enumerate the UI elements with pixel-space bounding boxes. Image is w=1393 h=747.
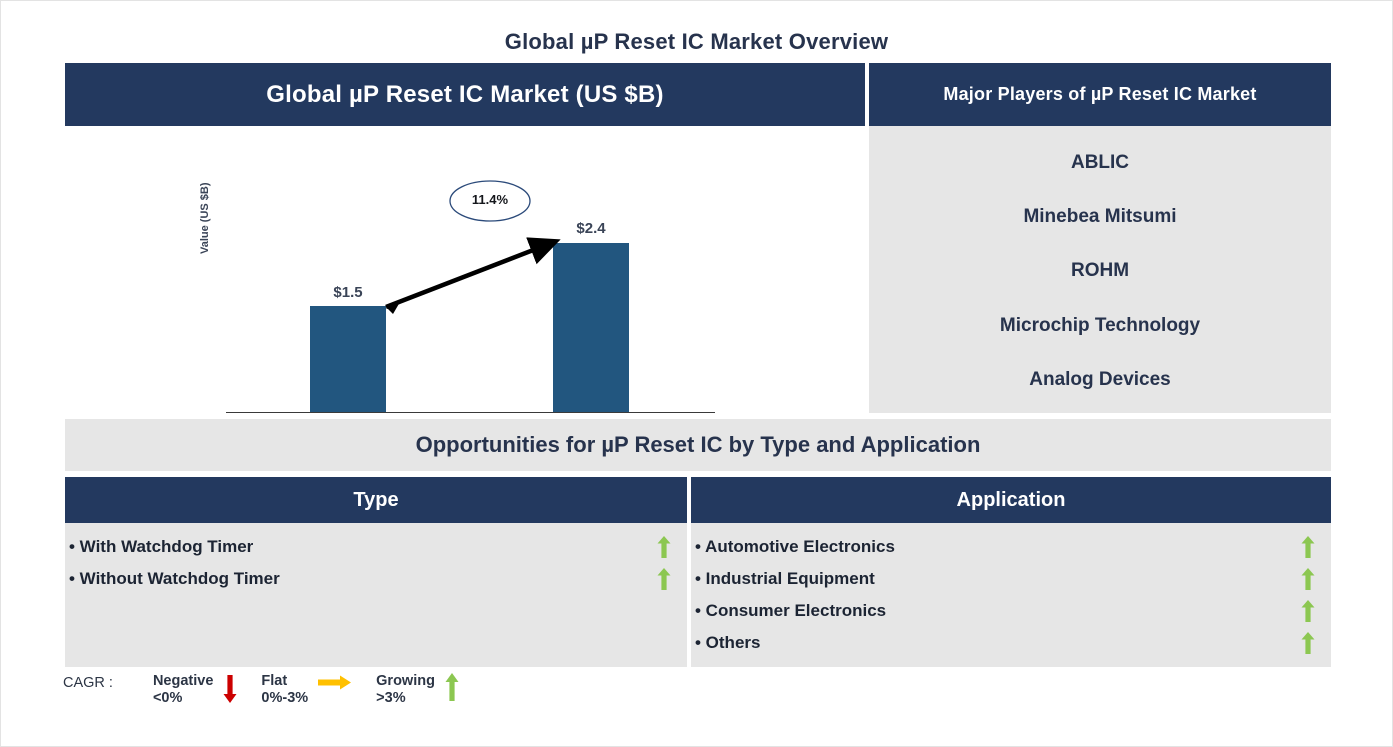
- legend-item-negative: Negative <0%: [153, 673, 247, 707]
- legend-growing-text: Growing >3%: [376, 673, 435, 707]
- list-item: • Automotive Electronics: [691, 531, 1331, 563]
- market-chart-header: Global µP Reset IC Market (US $B): [65, 63, 865, 126]
- application-item-label: • Automotive Electronics: [695, 537, 895, 556]
- bar-chart: Value (US $B) $1.5 $2.4 2026 2035: [65, 126, 865, 434]
- opportunities-section: Type • With Watchdog Timer • Without Wat…: [65, 477, 1331, 667]
- application-column: Application • Automotive Electronics • I…: [691, 477, 1331, 667]
- cagr-legend: CAGR : Negative <0% Flat 0%-3% Growing >…: [63, 673, 483, 707]
- legend-item-growing: Growing >3%: [376, 673, 469, 707]
- top-section: Global µP Reset IC Market (US $B) Value …: [65, 63, 1331, 468]
- list-item: ABLIC: [1070, 152, 1130, 174]
- arrow-up-icon: [1301, 536, 1315, 558]
- major-players-list: ABLIC Minebea Mitsumi ROHM Microchip Tec…: [869, 126, 1331, 413]
- application-column-body: • Automotive Electronics • Industrial Eq…: [691, 523, 1331, 667]
- application-item-label: • Industrial Equipment: [695, 569, 875, 588]
- list-item: Analog Devices: [1029, 368, 1171, 390]
- application-item-label: • Consumer Electronics: [695, 601, 887, 620]
- list-item: • Industrial Equipment: [691, 563, 1331, 595]
- legend-negative-range: <0%: [152, 690, 183, 706]
- arrow-up-icon: [1301, 568, 1315, 590]
- arrow-down-icon: [223, 675, 237, 703]
- application-column-header: Application: [691, 477, 1331, 523]
- bar-2035: [553, 243, 629, 412]
- legend-growing-label: Growing: [376, 673, 435, 689]
- legend-flat-range: 0%-3%: [261, 690, 309, 706]
- arrow-up-icon: [1301, 600, 1315, 622]
- list-item: Minebea Mitsumi: [1023, 206, 1177, 228]
- arrow-up-icon: [445, 673, 459, 701]
- cagr-callout-label: 11.4%: [471, 192, 509, 207]
- cagr-arrow-graphic: [385, 180, 561, 314]
- application-item-label: • Others: [695, 633, 761, 652]
- cagr-legend-title: CAGR :: [63, 675, 113, 691]
- major-players-header: Major Players of µP Reset IC Market: [869, 63, 1331, 126]
- type-column: Type • With Watchdog Timer • Without Wat…: [65, 477, 687, 667]
- page-title: Global µP Reset IC Market Overview: [504, 29, 889, 54]
- opportunities-banner: Opportunities for µP Reset IC by Type an…: [65, 419, 1331, 471]
- major-players-panel: Major Players of µP Reset IC Market ABLI…: [869, 63, 1331, 413]
- arrow-up-icon: [1301, 632, 1315, 654]
- list-item: • Consumer Electronics: [691, 595, 1331, 627]
- legend-item-flat: Flat 0%-3%: [261, 673, 362, 707]
- market-chart-body: Value (US $B) $1.5 $2.4 2026 2035: [65, 126, 865, 468]
- bar-2026: [310, 306, 386, 412]
- legend-growing-range: >3%: [376, 690, 406, 706]
- list-item: • With Watchdog Timer: [65, 531, 687, 563]
- list-item: • Others: [691, 627, 1331, 659]
- legend-negative-text: Negative <0%: [153, 673, 213, 707]
- x-axis-line: [226, 412, 715, 413]
- market-chart-panel: Global µP Reset IC Market (US $B) Value …: [65, 63, 865, 468]
- type-column-body: • With Watchdog Timer • Without Watchdog…: [65, 523, 687, 667]
- bar-value-2026: $1.5: [333, 284, 363, 301]
- legend-flat-text: Flat 0%-3%: [261, 673, 308, 707]
- list-item: Microchip Technology: [999, 314, 1201, 336]
- legend-flat-label: Flat: [261, 673, 288, 689]
- type-column-header: Type: [65, 477, 687, 523]
- y-axis-label: Value (US $B): [199, 182, 211, 254]
- list-item: ROHM: [1070, 260, 1130, 282]
- list-item: • Without Watchdog Timer: [65, 563, 687, 595]
- legend-negative-label: Negative: [152, 673, 214, 689]
- arrow-up-icon: [657, 568, 671, 590]
- arrow-up-icon: [657, 536, 671, 558]
- type-item-label: • With Watchdog Timer: [69, 537, 254, 556]
- type-item-label: • Without Watchdog Timer: [69, 569, 280, 588]
- arrow-right-icon: [318, 675, 352, 690]
- bar-value-2035: $2.4: [576, 220, 606, 237]
